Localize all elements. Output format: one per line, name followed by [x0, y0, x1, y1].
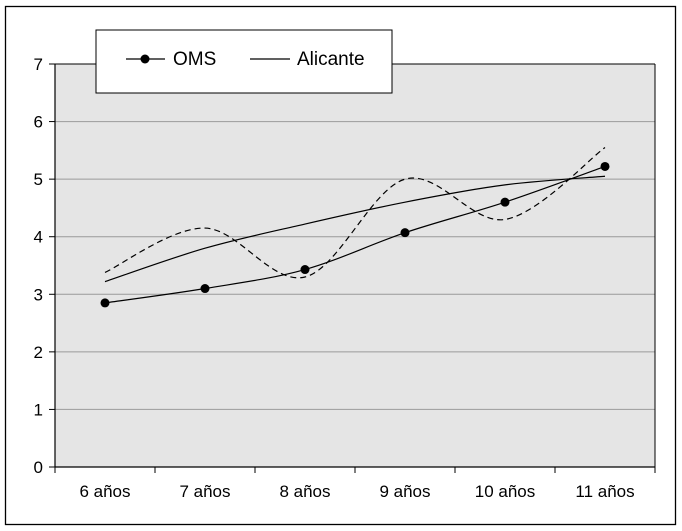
- x-tick-label: 8 años: [279, 482, 330, 501]
- oms-data-point: [500, 197, 510, 207]
- x-tick-label: 11 años: [575, 482, 634, 501]
- oms-data-point: [600, 161, 610, 171]
- plot-area: [55, 64, 655, 467]
- y-tick-label: 0: [34, 458, 43, 477]
- x-tick-label: 6 años: [79, 482, 130, 501]
- series-lines: [100, 146, 610, 308]
- series-line-oms: [104, 165, 606, 304]
- oms-data-point: [100, 298, 110, 308]
- y-tick-label: 1: [34, 400, 43, 419]
- series-line-alicante: [104, 175, 606, 283]
- x-tick-label: 9 años: [379, 482, 430, 501]
- legend-oms-marker: [140, 54, 150, 64]
- y-tick-label: 5: [34, 170, 43, 189]
- oms-data-point: [400, 228, 410, 238]
- series-line-dashed: [104, 146, 606, 279]
- oms-data-point: [300, 265, 310, 275]
- y-axis-ticks: 0 1 2 3 4 5 6 7: [34, 55, 55, 477]
- y-tick-label: 2: [34, 343, 43, 362]
- x-axis-ticks: 6 años 7 años 8 años 9 años 10 años 11 años: [54, 467, 656, 501]
- oms-data-point: [200, 284, 210, 294]
- y-tick-label: 3: [34, 285, 43, 304]
- x-tick-label: 7 años: [179, 482, 230, 501]
- y-tick-label: 6: [34, 113, 43, 132]
- y-tick-label: 7: [34, 55, 43, 74]
- x-tick-label: 10 años: [475, 482, 536, 501]
- y-tick-label: 4: [34, 228, 43, 247]
- legend-label-oms: OMS: [173, 49, 216, 70]
- legend-label-alicante: Alicante: [297, 49, 365, 70]
- legend: OMS Alicante: [95, 29, 393, 94]
